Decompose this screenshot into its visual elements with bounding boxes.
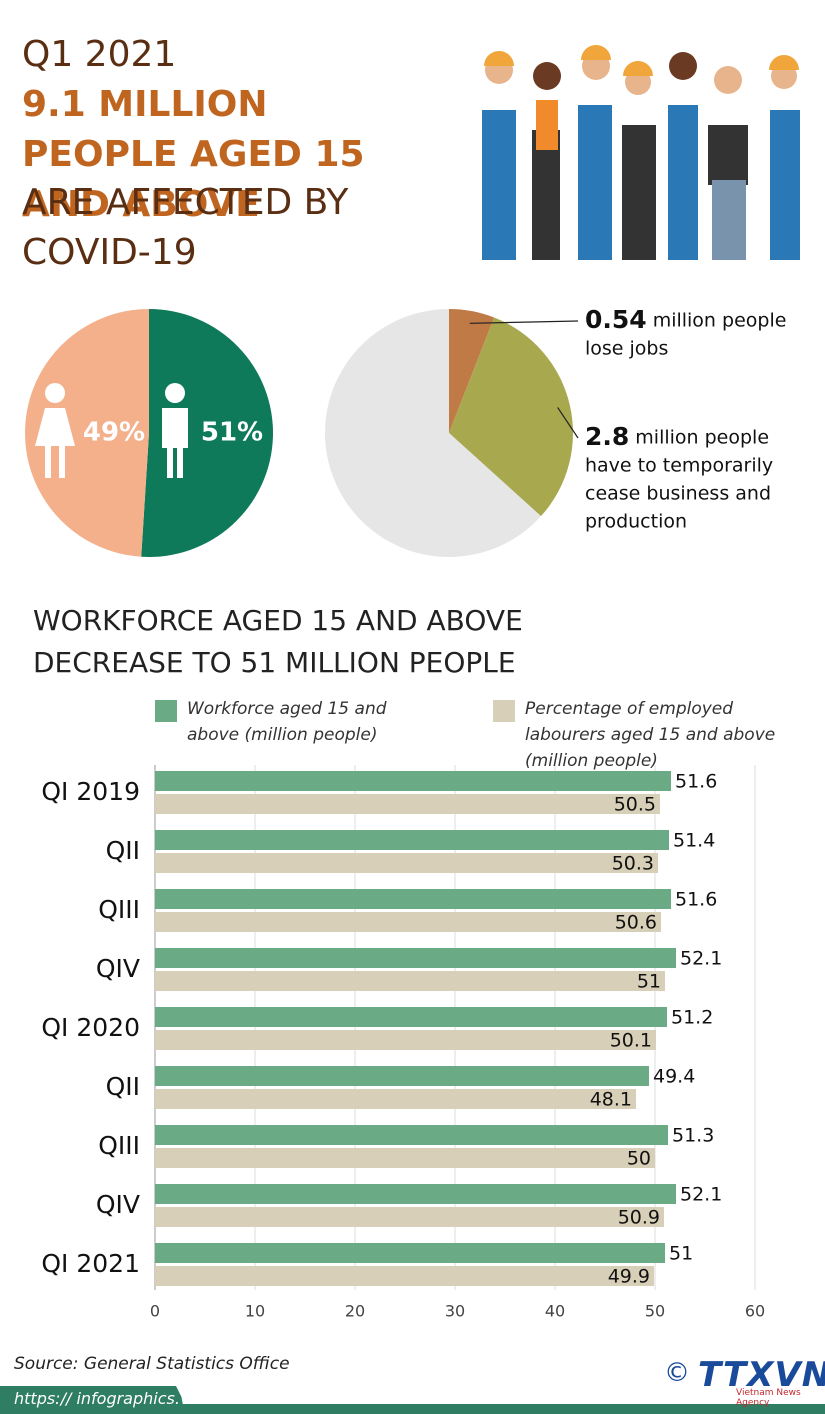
annotation-text: million people <box>653 310 787 332</box>
value-label: 51.4 <box>673 830 715 852</box>
value-label: 52.1 <box>680 1184 722 1206</box>
value-label: 50.3 <box>612 853 654 875</box>
bar-chart: 0 10 20 30 40 50 60 QI 2019 51.6 50.5 QII 51.4 50.3 Q… <box>41 765 765 1321</box>
workers-illustration <box>482 45 800 260</box>
bar <box>155 889 671 909</box>
bar <box>155 1243 665 1263</box>
bar <box>155 1030 656 1050</box>
category-label: QIII <box>98 895 140 924</box>
pie-slice <box>141 309 274 557</box>
bar <box>155 1089 636 1109</box>
value-label: 50.9 <box>618 1207 660 1229</box>
bar <box>155 971 665 991</box>
value-label: 50 <box>627 1148 651 1170</box>
value-label: 51 <box>669 1243 693 1265</box>
annotation-value: 2.8 <box>585 422 629 451</box>
category-label: QII <box>106 1072 140 1101</box>
x-tick-label: 40 <box>545 1302 565 1321</box>
pie-slice <box>324 309 541 557</box>
bar-title: WORKFORCE AGED 15 AND ABOVE DECREASE TO … <box>33 604 523 679</box>
bar <box>155 794 660 814</box>
category-label: QIV <box>96 954 140 983</box>
pie-area: 51% 49% 0.54 million people lose jobs 2.8 mill… <box>25 305 787 557</box>
bar <box>155 830 669 850</box>
bar <box>155 853 658 873</box>
bar <box>155 1066 649 1086</box>
pie-label: 49% <box>83 418 145 448</box>
url: https:// infographics.vn <box>14 1389 200 1408</box>
value-label: 50.1 <box>610 1030 652 1052</box>
logo-sub: Vietnam News Agency <box>736 1388 801 1408</box>
value-label: 51.6 <box>675 771 717 793</box>
x-tick-label: 30 <box>445 1302 465 1321</box>
legend-swatch <box>493 700 515 722</box>
female-icon <box>35 383 75 478</box>
value-label: 48.1 <box>590 1089 632 1111</box>
category-label: QIV <box>96 1190 140 1219</box>
legend-label: Workforce aged 15 and above (million peo… <box>187 699 387 745</box>
value-label: 50.5 <box>614 794 656 816</box>
category-label: QI 2019 <box>41 777 140 806</box>
subline: ARE AFFECTED BY COVID-19 <box>22 182 349 273</box>
category-label: QI 2020 <box>41 1013 140 1042</box>
annotation-text: lose jobs <box>585 338 668 360</box>
bar <box>155 1184 676 1204</box>
x-tick-label: 50 <box>645 1302 665 1321</box>
annotation-text: production <box>585 511 687 533</box>
leader-line <box>469 320 579 324</box>
leader-line <box>557 407 579 439</box>
pie-slice <box>449 309 495 433</box>
annotation-text: have to temporarily <box>585 455 773 477</box>
pie-label: 51% <box>201 418 263 448</box>
category-label: QII <box>106 836 140 865</box>
footer-line <box>180 1404 825 1414</box>
bar <box>155 1007 667 1027</box>
period: Q1 2021 <box>22 34 177 75</box>
x-tick-label: 10 <box>245 1302 265 1321</box>
value-label: 49.9 <box>608 1266 650 1288</box>
value-label: 51.3 <box>672 1125 714 1147</box>
bar <box>155 1125 668 1145</box>
legend-label: Percentage of employed labourers aged 15… <box>525 699 776 771</box>
x-tick-label: 60 <box>745 1302 765 1321</box>
value-label: 51.2 <box>671 1007 713 1029</box>
bar <box>155 1207 664 1227</box>
male-icon <box>162 383 188 478</box>
bar <box>155 1266 654 1286</box>
x-tick-label: 20 <box>345 1302 365 1321</box>
value-label: 51 <box>637 971 661 993</box>
headline: 9.1 MILLION PEOPLE AGED 15 AND ABOVE <box>22 84 365 225</box>
bar <box>155 948 676 968</box>
x-tick-label: 0 <box>150 1302 160 1321</box>
workers <box>482 45 800 260</box>
value-label: 50.6 <box>615 912 657 934</box>
value-label: 51.6 <box>675 889 717 911</box>
logo: TTXVN <box>698 1355 825 1395</box>
annotation-text: cease business and <box>585 483 771 505</box>
copyright: © <box>664 1358 690 1388</box>
pie-slice <box>449 317 573 517</box>
category-label: QIII <box>98 1131 140 1160</box>
value-label: 52.1 <box>680 948 722 970</box>
bar <box>155 771 671 791</box>
bar <box>155 912 661 932</box>
bar <box>155 1148 655 1168</box>
pie-slice <box>25 309 149 557</box>
category-label: QI 2021 <box>41 1249 140 1278</box>
annotation-text: million people <box>635 427 769 449</box>
legend-swatch <box>155 700 177 722</box>
value-label: 49.4 <box>653 1066 695 1088</box>
footer-band <box>0 1386 190 1414</box>
annotation-value: 0.54 <box>585 305 647 334</box>
source: Source: General Statistics Office <box>14 1354 290 1374</box>
